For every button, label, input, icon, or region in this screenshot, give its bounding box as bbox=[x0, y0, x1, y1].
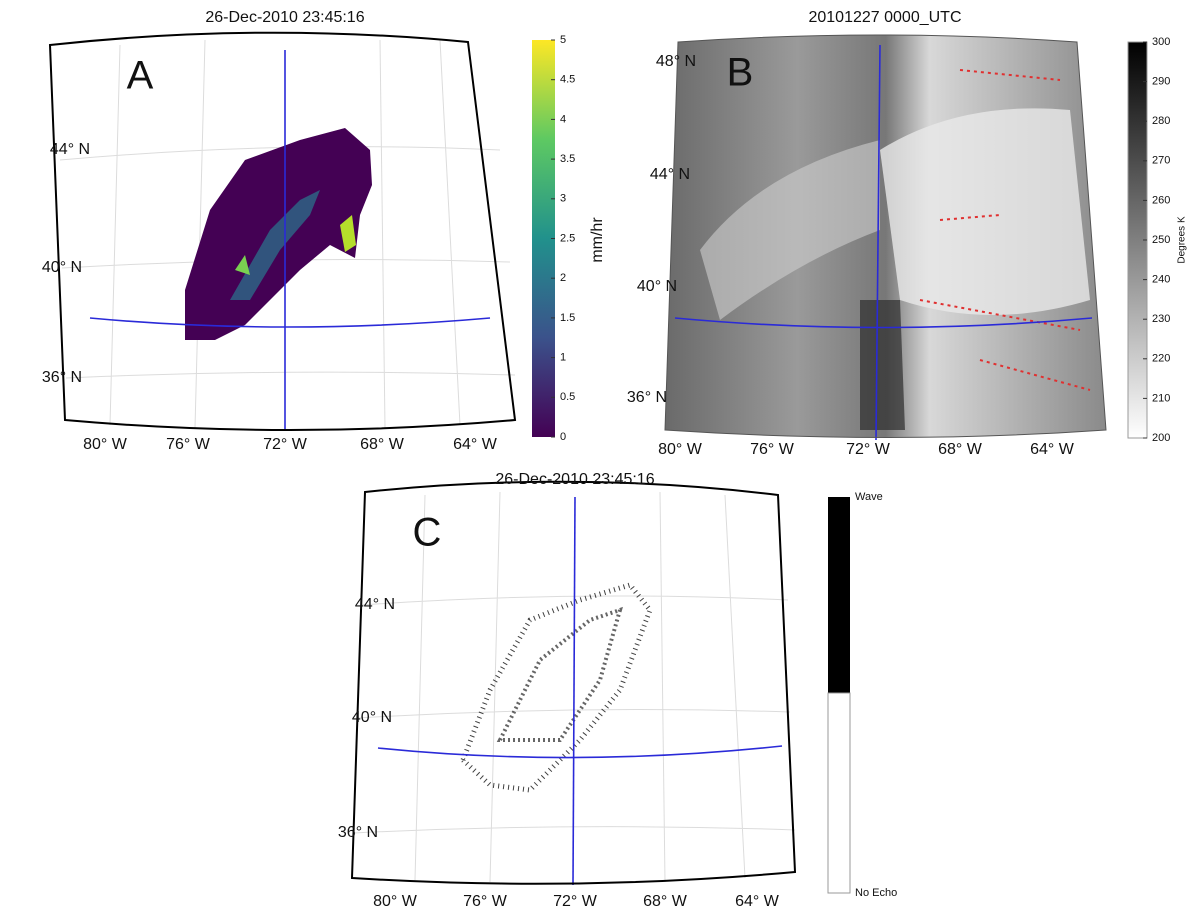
colorbar-tick-label: 250 bbox=[1152, 234, 1170, 246]
panel-title: 26-Dec-2010 23:45:16 bbox=[495, 471, 654, 488]
latitude-label: 40° N bbox=[42, 259, 82, 276]
longitude-label: 64° W bbox=[735, 893, 780, 910]
longitude-label: 80° W bbox=[658, 441, 703, 458]
colorbar-tick-label: 280 bbox=[1152, 115, 1170, 127]
latitude-label: 44° N bbox=[355, 596, 395, 613]
colorbar-tick-label: 290 bbox=[1152, 76, 1170, 88]
panel-title: 26-Dec-2010 23:45:16 bbox=[205, 9, 364, 26]
panel-letter: A bbox=[127, 54, 154, 98]
panel-b-map bbox=[664, 34, 1107, 441]
colorbar-tick-label: 200 bbox=[1152, 432, 1170, 444]
latitude-label: 44° N bbox=[650, 166, 690, 183]
colorbar-tick-label: 270 bbox=[1152, 155, 1170, 167]
panel-c-map bbox=[350, 480, 797, 886]
latitude-label: 40° N bbox=[637, 278, 677, 295]
colorbar-tick-label: 4 bbox=[560, 113, 566, 125]
colorbar-label: Degrees K bbox=[1177, 216, 1188, 264]
colorbar-c-wave bbox=[828, 497, 850, 693]
longitude-label: 72° W bbox=[846, 441, 891, 458]
longitude-label: 76° W bbox=[166, 436, 211, 453]
panel-a-map bbox=[48, 31, 517, 431]
longitude-label: 76° W bbox=[750, 441, 795, 458]
longitude-label: 64° W bbox=[453, 436, 498, 453]
longitude-label: 68° W bbox=[938, 441, 983, 458]
longitude-label: 72° W bbox=[263, 436, 308, 453]
longitude-label: 80° W bbox=[83, 436, 128, 453]
colorbar-tick-label: 3 bbox=[560, 193, 566, 205]
colorbar-tick-label: 3.5 bbox=[560, 153, 575, 165]
panel-title: 20101227 0000_UTC bbox=[808, 9, 961, 26]
colorbar-tick-label: 2 bbox=[560, 272, 566, 284]
colorbar-tick-label: 0 bbox=[560, 431, 566, 443]
longitude-label: 68° W bbox=[643, 893, 688, 910]
colorbar-top-label: Wave bbox=[855, 491, 883, 503]
longitude-label: 72° W bbox=[553, 893, 598, 910]
colorbar-tick-label: 1.5 bbox=[560, 312, 575, 324]
colorbar-tick-label: 240 bbox=[1152, 274, 1170, 286]
colorbar-tick-label: 210 bbox=[1152, 392, 1170, 404]
latitude-label: 44° N bbox=[50, 141, 90, 158]
colorbar-tick-label: 1 bbox=[560, 352, 566, 364]
colorbar-tick-label: 4.5 bbox=[560, 74, 575, 86]
colorbar-tick-label: 220 bbox=[1152, 353, 1170, 365]
longitude-label: 80° W bbox=[373, 893, 418, 910]
latitude-label: 40° N bbox=[352, 709, 392, 726]
colorbar-a bbox=[532, 40, 555, 437]
colorbar-bottom-label: No Echo bbox=[855, 887, 897, 899]
colorbar-label: mm/hr bbox=[589, 217, 606, 263]
colorbar-tick-label: 260 bbox=[1152, 194, 1170, 206]
panel-letter: B bbox=[727, 51, 754, 95]
colorbar-c-noecho bbox=[827, 692, 851, 894]
latitude-label: 36° N bbox=[338, 824, 378, 841]
longitude-label: 68° W bbox=[360, 436, 405, 453]
latitude-label: 48° N bbox=[656, 53, 696, 70]
latitude-label: 36° N bbox=[42, 369, 82, 386]
colorbar-tick-label: 5 bbox=[560, 34, 566, 46]
longitude-label: 76° W bbox=[463, 893, 508, 910]
colorbar-tick-label: 300 bbox=[1152, 36, 1170, 48]
longitude-label: 64° W bbox=[1030, 441, 1075, 458]
colorbar-tick-label: 0.5 bbox=[560, 391, 575, 403]
colorbar-tick-label: 230 bbox=[1152, 313, 1170, 325]
panel-letter: C bbox=[413, 511, 442, 555]
colorbar-tick-label: 2.5 bbox=[560, 232, 575, 244]
latitude-label: 36° N bbox=[627, 389, 667, 406]
